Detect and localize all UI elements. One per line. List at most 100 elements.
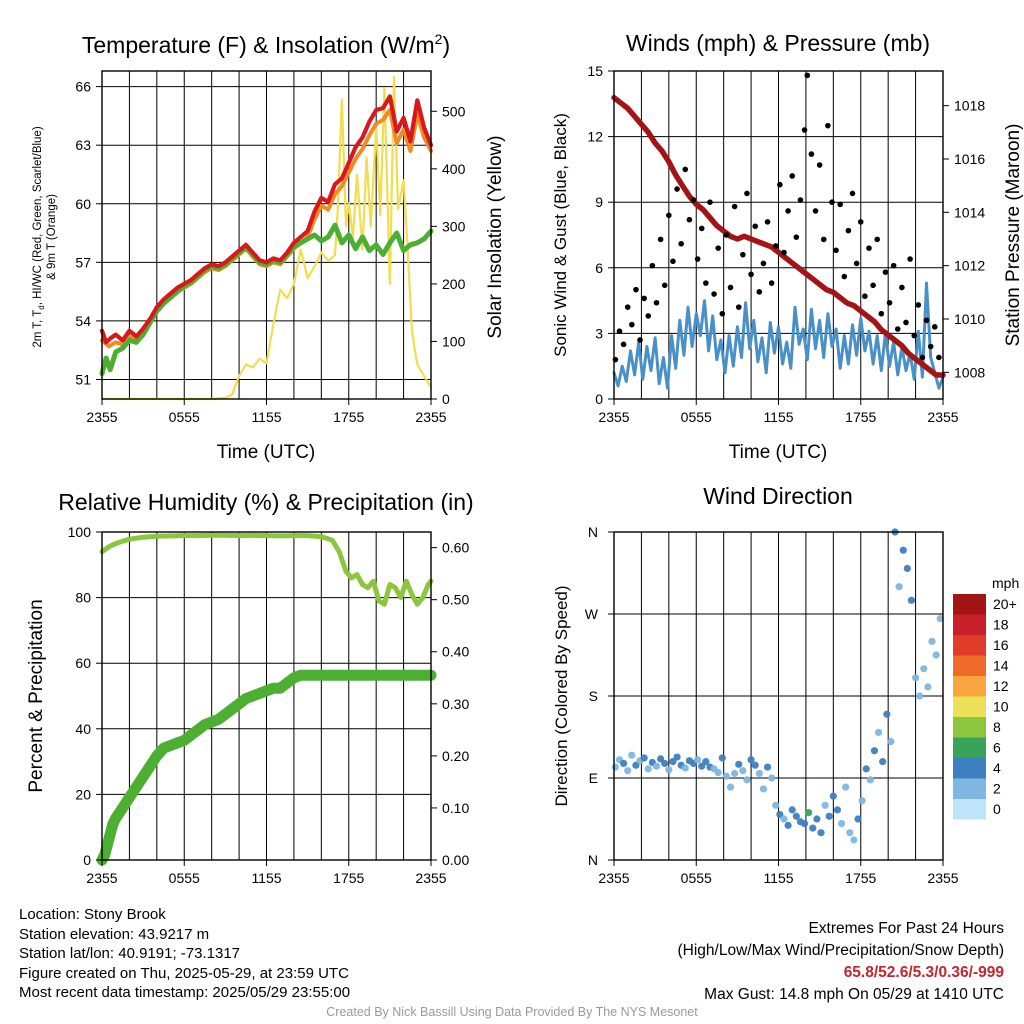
extremes-values: 65.8/52.6/5.3/0.36/-999 bbox=[843, 964, 1004, 981]
gust-point bbox=[797, 197, 804, 203]
y2-tick-label: 1018 bbox=[954, 98, 985, 114]
gust-point bbox=[870, 282, 876, 289]
gust-point bbox=[801, 127, 808, 133]
y2-tick-label: 1012 bbox=[954, 258, 985, 274]
gust-point bbox=[853, 260, 860, 267]
gust-point bbox=[923, 317, 930, 324]
gust-point bbox=[715, 245, 721, 251]
x-tick-label: 2355 bbox=[927, 870, 958, 886]
colorbar-label: 18 bbox=[993, 617, 1009, 633]
gust-point bbox=[789, 173, 796, 179]
gust-point bbox=[633, 286, 639, 293]
gust-point bbox=[711, 291, 717, 297]
location-text: Location: Stony Brook bbox=[19, 906, 166, 923]
gust-point bbox=[756, 289, 763, 295]
gust-point bbox=[637, 337, 643, 343]
temperature-panel: Temperature (F) & Insolation (W/m2) Time… bbox=[32, 31, 506, 463]
recent-data-text: Most recent data timestamp: 2025/05/29 2… bbox=[19, 984, 351, 1001]
gust-point bbox=[804, 72, 811, 79]
direction-point bbox=[763, 763, 772, 771]
y-tick-label: 20 bbox=[75, 786, 91, 802]
gust-point bbox=[816, 162, 823, 168]
gust-point bbox=[849, 190, 856, 197]
gust-point bbox=[661, 282, 668, 289]
gust-point bbox=[731, 203, 738, 210]
direction-point bbox=[817, 829, 825, 837]
direction-point bbox=[731, 769, 739, 778]
direction-point bbox=[743, 776, 751, 784]
direction-point bbox=[718, 754, 726, 762]
direction-point bbox=[854, 815, 862, 823]
x-tick-label: 1755 bbox=[845, 870, 876, 886]
gust-point bbox=[886, 299, 893, 306]
y-tick-label: 6 bbox=[595, 260, 603, 276]
colorbar-title: mph bbox=[992, 575, 1019, 591]
gust-point bbox=[820, 236, 827, 243]
direction-point bbox=[792, 812, 800, 820]
y2-tick-label: 0.40 bbox=[442, 644, 469, 660]
colorbar-swatch bbox=[953, 676, 986, 697]
colorbar-label: 6 bbox=[993, 740, 1001, 756]
direction-point bbox=[825, 812, 833, 820]
gust-point bbox=[719, 310, 726, 317]
gust-point bbox=[641, 295, 647, 302]
direction-point bbox=[722, 772, 731, 780]
direction-point bbox=[611, 763, 619, 771]
gust-point bbox=[760, 260, 767, 267]
direction-point bbox=[751, 761, 759, 769]
direction-point bbox=[907, 596, 916, 604]
direction-point bbox=[916, 692, 924, 700]
direction-point bbox=[784, 821, 792, 829]
gust-point bbox=[845, 227, 852, 234]
gust-point bbox=[657, 236, 664, 243]
colorbar-swatch bbox=[953, 594, 986, 615]
direction-point bbox=[887, 737, 895, 746]
gust-point bbox=[808, 151, 815, 157]
temperature-panel-xlabel: Time (UTC) bbox=[217, 442, 316, 463]
y-tick-label: 54 bbox=[75, 313, 91, 329]
direction-point bbox=[870, 747, 879, 755]
y2-tick-label: 0.20 bbox=[442, 748, 469, 764]
gust-point bbox=[911, 332, 918, 339]
y2-tick-label: 400 bbox=[442, 161, 466, 177]
direction-point bbox=[628, 751, 636, 759]
direction-point bbox=[661, 759, 669, 768]
gust-point bbox=[931, 324, 938, 330]
gust-point bbox=[890, 262, 897, 269]
direction-point bbox=[858, 797, 866, 805]
y-tick-label: 100 bbox=[68, 524, 92, 540]
gust-point bbox=[899, 284, 905, 291]
direction-point bbox=[768, 774, 776, 782]
colorbar-swatch bbox=[953, 614, 986, 635]
winds-panel-title: Winds (mph) & Pressure (mb) bbox=[626, 30, 930, 56]
gust-point bbox=[894, 326, 901, 332]
y-tick-label: W bbox=[585, 606, 599, 622]
gust-point bbox=[653, 299, 660, 306]
direction-point bbox=[903, 564, 911, 573]
y-tick-label: 51 bbox=[75, 371, 91, 387]
y-tick-label: N bbox=[588, 852, 598, 868]
direction-point bbox=[788, 806, 796, 814]
colorbar-swatch bbox=[953, 737, 986, 758]
x-tick-label: 1755 bbox=[333, 870, 364, 886]
direction-point bbox=[899, 546, 907, 554]
gust-point bbox=[616, 328, 623, 335]
humidity-panel: Relative Humidity (%) & Precipitation (i… bbox=[26, 489, 474, 886]
gust-point bbox=[781, 249, 787, 256]
gust-point bbox=[670, 258, 676, 265]
direction-point bbox=[702, 758, 710, 766]
gust-point bbox=[723, 232, 730, 238]
direction-point bbox=[842, 783, 850, 791]
y2-tick-label: 1010 bbox=[954, 311, 985, 327]
y2-tick-label: 0.30 bbox=[442, 696, 469, 712]
colorbar-swatch bbox=[953, 799, 986, 820]
colorbar-label: 10 bbox=[993, 699, 1009, 715]
direction-point bbox=[772, 801, 780, 809]
x-tick-label: 2355 bbox=[415, 870, 446, 886]
x-tick-label: 1155 bbox=[251, 870, 281, 886]
gust-point bbox=[833, 247, 839, 254]
extremes-legend: (High/Low/Max Wind/Precipitation/Snow De… bbox=[677, 942, 1005, 959]
direction-point bbox=[850, 836, 858, 844]
gust-point bbox=[686, 216, 693, 223]
